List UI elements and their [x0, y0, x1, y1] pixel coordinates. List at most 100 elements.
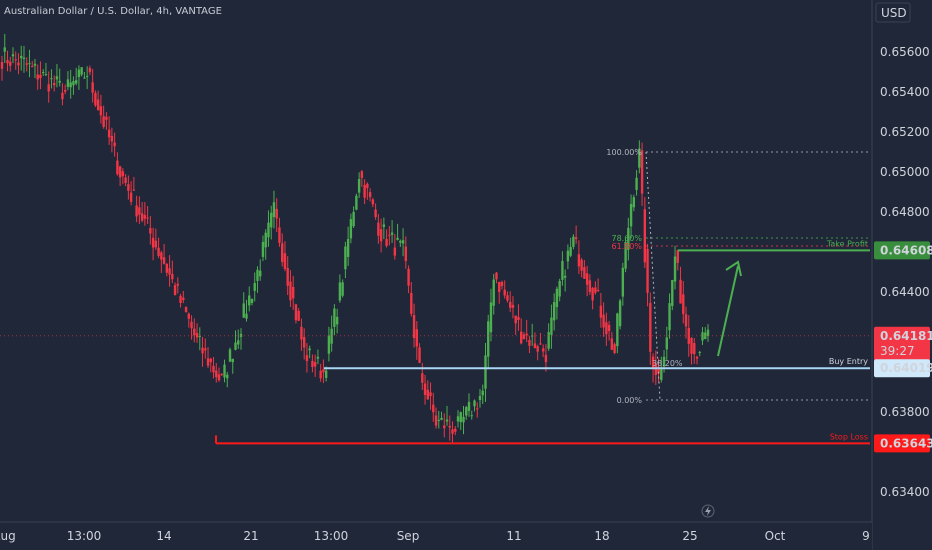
take-profit-label: Take Profit	[826, 239, 868, 248]
buy-entry-badge[interactable]	[874, 359, 930, 378]
fib-level-label: 0.00%	[617, 396, 643, 405]
candle-body	[300, 326, 303, 340]
candle-body	[322, 369, 325, 373]
candle-body	[132, 189, 136, 191]
candle-body	[421, 373, 424, 383]
candle-body	[498, 282, 501, 293]
candle-body	[297, 310, 300, 321]
candle-body	[517, 316, 520, 320]
candle-body	[253, 283, 256, 291]
candle-body	[327, 335, 331, 354]
candle-body	[544, 354, 548, 363]
time-tick: Aug	[0, 529, 16, 543]
candle-body	[646, 248, 649, 293]
candle-body	[209, 358, 212, 363]
candle-body	[313, 362, 317, 367]
candle-body	[22, 57, 26, 59]
candle-body	[627, 227, 630, 250]
price-axis[interactable]	[872, 0, 932, 550]
candle-body	[324, 370, 328, 378]
candle-body	[204, 348, 207, 351]
candle-body	[319, 370, 322, 379]
candle-body	[539, 343, 542, 345]
candle-body	[335, 316, 339, 325]
candle-body	[69, 82, 72, 88]
candle-body	[264, 232, 267, 248]
candle-body	[426, 389, 429, 400]
time-tick: Sep	[397, 529, 420, 543]
candle-body	[624, 242, 627, 269]
candle-body	[83, 77, 86, 79]
price-tick: 0.64400	[880, 285, 930, 299]
price-tick: 0.63800	[880, 405, 930, 419]
fib-level-label: 61.80%	[611, 242, 642, 251]
candle-body	[58, 80, 61, 83]
candle-body	[577, 254, 581, 267]
candle-body	[44, 74, 48, 76]
candle-body	[302, 337, 306, 348]
take-profit-badge[interactable]	[874, 241, 930, 260]
candle-body	[429, 392, 432, 397]
candle-body	[563, 275, 567, 278]
candle-body	[146, 217, 149, 219]
candle-body	[377, 222, 380, 236]
candle-body	[690, 337, 693, 354]
candle-body	[198, 335, 201, 337]
candle-body	[596, 289, 600, 292]
price-tick: 0.65000	[880, 165, 930, 179]
candle-body	[346, 239, 350, 257]
candle-body	[231, 358, 234, 363]
candle-body	[80, 67, 83, 75]
currency-label: USD	[881, 6, 907, 20]
candle-body	[151, 237, 155, 248]
time-tick: 11	[506, 529, 521, 543]
candle-body	[94, 92, 97, 106]
candle-body	[344, 246, 347, 270]
candle-body	[484, 355, 487, 389]
candle-body	[31, 65, 34, 67]
price-tick: 0.63400	[880, 485, 930, 499]
candle-body	[289, 281, 292, 301]
candle-body	[28, 63, 31, 65]
symbol-title: Australian Dollar / U.S. Dollar, 4h, VAN…	[4, 6, 222, 17]
candle-body	[511, 304, 515, 308]
candle-body	[671, 279, 674, 306]
candle-body	[237, 340, 240, 345]
candle-body	[693, 343, 696, 355]
candle-body	[437, 419, 440, 421]
candle-body	[176, 283, 180, 286]
stop-loss-badge[interactable]	[874, 434, 930, 453]
candle-body	[676, 250, 679, 263]
candle-body	[294, 304, 298, 321]
candle-body	[657, 366, 660, 374]
candle-body	[308, 348, 311, 351]
time-axis[interactable]	[0, 522, 872, 550]
candle-body	[456, 416, 460, 422]
candle-body	[399, 240, 402, 243]
fib-level-label: 100.00%	[606, 148, 642, 157]
candle-body	[278, 227, 281, 243]
price-tick: 0.65600	[880, 45, 930, 59]
candle-body	[506, 295, 509, 301]
candle-body	[654, 363, 658, 375]
candle-body	[613, 344, 616, 354]
candle-body	[525, 333, 528, 336]
candle-body	[465, 407, 468, 416]
candle-body	[374, 209, 377, 218]
candle-body	[528, 340, 531, 346]
candle-body	[182, 297, 185, 300]
candle-body	[363, 184, 366, 198]
candle-body	[25, 63, 28, 65]
buy-entry-badge-text: 0.64019	[880, 361, 932, 375]
currency-box[interactable]	[875, 2, 911, 23]
candle-body	[467, 401, 471, 411]
candle-body	[77, 69, 81, 78]
current-price-badge[interactable]	[874, 326, 930, 361]
candle-body	[390, 232, 394, 235]
candle-body	[665, 337, 668, 350]
stop-loss-badge-text: 0.63643	[880, 436, 932, 450]
candle-body	[217, 374, 221, 381]
